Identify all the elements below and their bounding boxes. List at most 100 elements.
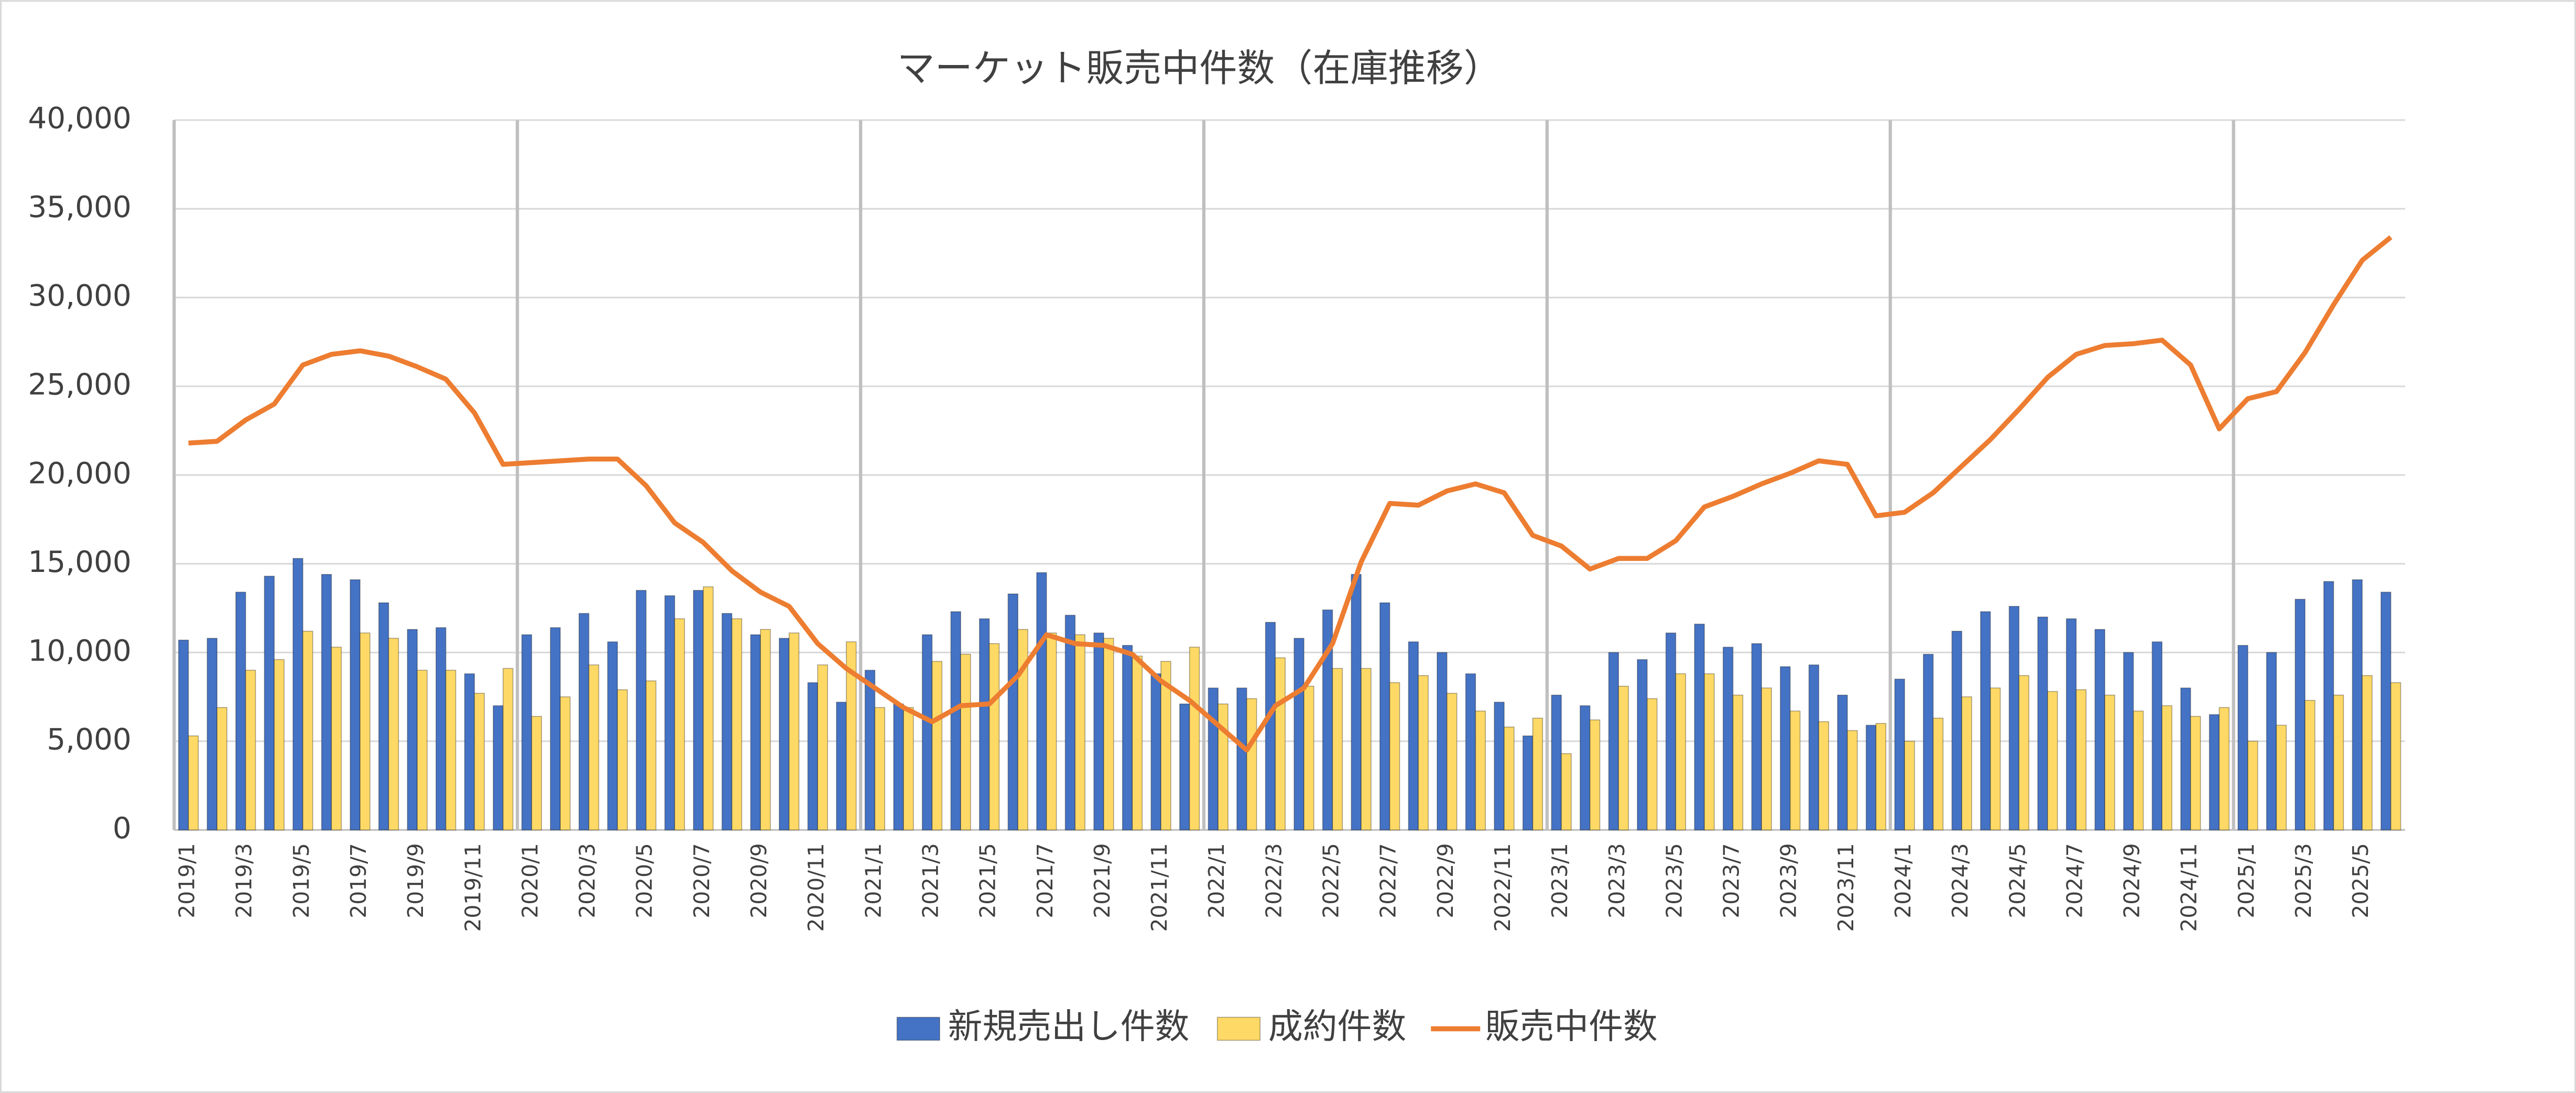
bar [1961, 696, 1972, 830]
bar [979, 618, 990, 830]
chart-title: マーケット販売中件数（在庫推移） [897, 47, 1502, 91]
bar [1475, 710, 1486, 830]
bar [2094, 629, 2105, 830]
bar [960, 654, 971, 830]
bar [493, 705, 504, 830]
bar [1236, 687, 1247, 830]
legend-label: 成約件数 [1268, 1007, 1406, 1047]
y-tick-label: 5,000 [47, 723, 131, 757]
line-series [188, 235, 2393, 753]
bar [721, 613, 733, 830]
bar [1189, 646, 1200, 830]
bar [903, 707, 914, 830]
bar [2075, 689, 2086, 830]
bar [436, 627, 447, 830]
bar [417, 669, 428, 830]
bar [817, 664, 828, 830]
bar [1418, 675, 1429, 830]
x-tick-label: 2020/3 [575, 843, 600, 918]
bar [1093, 632, 1104, 830]
bar [807, 682, 818, 830]
bar [2295, 599, 2306, 830]
bar [1160, 661, 1171, 830]
bar [2066, 618, 2077, 830]
y-tick-label: 25,000 [28, 368, 131, 402]
bar [1208, 687, 1219, 830]
bar [1465, 673, 1476, 830]
bar [503, 668, 514, 830]
bar [302, 631, 313, 830]
bar [1637, 659, 1648, 830]
bar [1036, 572, 1047, 830]
bar [1389, 682, 1400, 830]
bar [1017, 629, 1028, 830]
bar [2219, 707, 2230, 830]
bar [388, 637, 399, 830]
x-tick-label: 2022/11 [1490, 843, 1515, 932]
x-tick-label: 2020/1 [517, 843, 542, 918]
bar [1875, 723, 1886, 830]
x-tick-label: 2023/11 [1833, 843, 1858, 932]
y-tick-label: 30,000 [28, 279, 131, 313]
bar [836, 701, 847, 830]
x-tick-label: 2022/9 [1433, 843, 1458, 918]
bar [1647, 698, 1658, 830]
bar [1761, 687, 1772, 830]
x-tick-label: 2019/11 [460, 843, 485, 932]
bar [864, 669, 876, 830]
bar [407, 629, 418, 830]
x-tick-label: 2023/3 [1604, 843, 1629, 918]
x-tick-label: 2025/1 [2234, 843, 2259, 918]
bar [2209, 714, 2220, 830]
bar [1922, 654, 1934, 830]
bar [2237, 645, 2248, 830]
bar [1732, 695, 1744, 830]
bar [1122, 645, 1133, 830]
bar [1751, 643, 1762, 830]
bar [560, 696, 571, 830]
bar [1608, 652, 1619, 830]
bar [2362, 675, 2373, 830]
bar [1932, 718, 1944, 830]
bar [521, 634, 532, 830]
bar [2123, 652, 2134, 830]
bar [2190, 716, 2201, 830]
bar [1847, 730, 1858, 830]
bar [1532, 718, 1544, 830]
bar [1694, 623, 1705, 830]
y-tick-label: 35,000 [28, 190, 131, 224]
bar [2276, 724, 2287, 830]
bar [1408, 641, 1419, 830]
x-tick-label: 2022/1 [1204, 843, 1229, 918]
bar [1074, 634, 1085, 830]
bar [321, 573, 332, 830]
bar [921, 634, 933, 830]
bar [1179, 704, 1190, 830]
y-tick-label: 10,000 [28, 634, 131, 668]
x-tick-label: 2024/1 [1890, 843, 1916, 918]
bar [1618, 686, 1629, 830]
bar [1561, 753, 1572, 830]
bar [2247, 741, 2258, 830]
bar [2333, 695, 2344, 830]
bar [531, 716, 542, 830]
bar [360, 632, 371, 830]
bar [1246, 698, 1257, 830]
bar [1132, 655, 1143, 830]
bar [1551, 695, 1562, 830]
x-tick-label: 2020/9 [746, 843, 771, 918]
bar [350, 579, 361, 830]
x-tick-label: 2019/7 [346, 843, 371, 918]
bar [464, 673, 475, 830]
bar [245, 669, 256, 830]
bar [1865, 724, 1877, 830]
bar [2151, 641, 2162, 830]
bar [1951, 631, 1962, 830]
legend-swatch [1216, 1016, 1260, 1041]
bar [550, 627, 561, 830]
bar [1218, 704, 1229, 830]
x-tick-label: 2023/7 [1719, 843, 1744, 918]
bar [1990, 687, 2001, 830]
x-tick-label: 2022/7 [1376, 843, 1401, 918]
